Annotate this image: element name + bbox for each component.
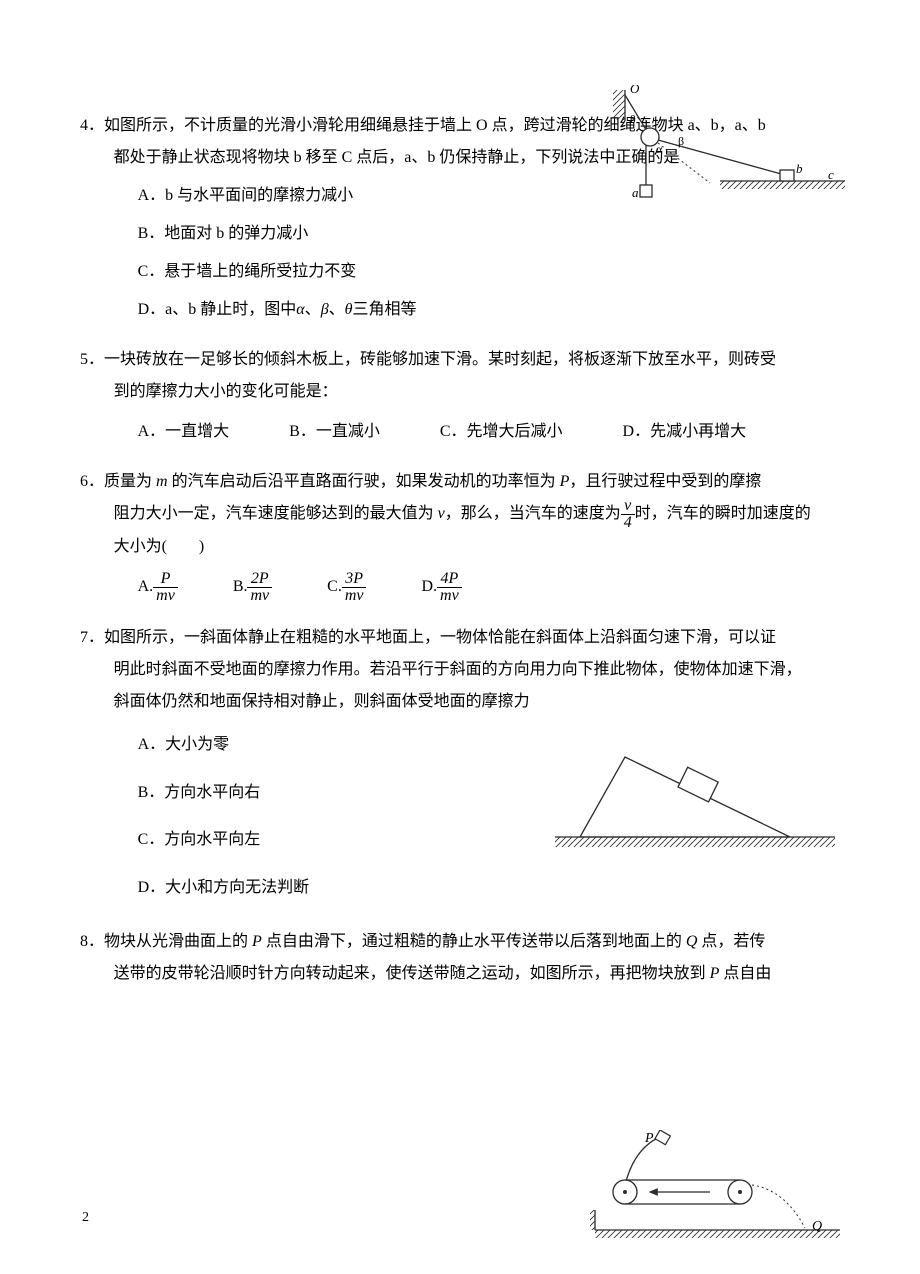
q8-fig-P: P: [644, 1131, 654, 1146]
q4-fig-b: b: [796, 161, 803, 176]
q5-number: 5．: [80, 351, 104, 368]
q5-stem-line1: 5．一块砖放在一足够长的倾斜木板上，砖能够加速下滑。某时刻起，将板逐渐下放至水平…: [80, 344, 840, 376]
question-4: 4．如图所示，不计质量的光滑小滑轮用细绳悬挂于墙上 O 点，跨过滑轮的细绳连物块…: [80, 110, 840, 326]
q4-fig-beta: β: [678, 134, 684, 148]
q7-number: 7．: [80, 629, 104, 646]
q6-s2c: 时，汽车的瞬时加速度的: [635, 505, 811, 522]
q8-P1: P: [252, 933, 262, 950]
q4-number: 4．: [80, 117, 104, 134]
q8-s1c: 点，若传: [697, 933, 765, 950]
q7-option-d: D．大小和方向无法判断: [138, 867, 840, 909]
q6-stem-line1: 6．质量为 m 的汽车启动后沿平直路面行驶，如果发动机的功率恒为 P，且行驶过程…: [80, 466, 840, 498]
q4-option-b: B．地面对 b 的弹力减小: [138, 218, 840, 250]
q7-stem-line3: 斜面体仍然和地面保持相对静止，则斜面体受地面的摩擦力: [80, 686, 840, 718]
q6-number: 6．: [80, 473, 104, 490]
q8-Q: Q: [686, 933, 698, 950]
q6-option-a: A.Pmv: [138, 571, 178, 604]
q6-s2b: ，那么，当汽车的速度为: [445, 505, 621, 522]
q8-s1b: 点自由滑下，通过粗糙的静止水平传送带以后落到地面上的: [262, 933, 686, 950]
question-7: 7．如图所示，一斜面体静止在粗糙的水平地面上，一物体恰能在斜面体上沿斜面匀速下滑…: [80, 622, 840, 908]
q8-stem-line2: 送带的皮带轮沿顺时针方向转动起来，使传送带随之运动，如图所示，再把物块放到 P …: [80, 958, 840, 990]
q6-option-b: B.2Pmv: [233, 571, 272, 604]
q6-s1b: 的汽车启动后沿平直路面行驶，如果发动机的功率恒为: [168, 473, 560, 490]
question-5: 5．一块砖放在一足够长的倾斜木板上，砖能够加速下滑。某时刻起，将板逐渐下放至水平…: [80, 344, 840, 448]
q6-d-num: 4P: [437, 571, 462, 588]
question-8: 8．物块从光滑曲面上的 P 点自由滑下，通过粗糙的静止水平传送带以后落到地面上的…: [80, 926, 840, 990]
q6-frac-num: v: [621, 498, 635, 515]
q7-stem1: 如图所示，一斜面体静止在粗糙的水平地面上，一物体恰能在斜面体上沿斜面匀速下滑，可…: [104, 629, 776, 646]
q6-options: A.Pmv B.2Pmv C.3Pmv D.4Pmv: [80, 571, 840, 604]
q5-option-c: C．先增大后减小: [440, 416, 563, 448]
q5-option-b: B．一直减小: [289, 416, 380, 448]
q6-c-label: C.: [327, 578, 342, 595]
q8-figure: P Q: [590, 1130, 850, 1240]
q5-option-d: D．先减小再增大: [623, 416, 747, 448]
q4-option-c: C．悬于墙上的绳所受拉力不变: [138, 256, 840, 288]
q6-a-den: mv: [153, 588, 178, 604]
q8-P2: P: [710, 965, 720, 982]
q4-fig-a: a: [632, 185, 639, 200]
q6-b-num: 2P: [247, 571, 272, 588]
q4-figure: O θ α β a b c: [610, 85, 860, 215]
q7-stem-line2: 明此时斜面不受地面的摩擦力作用。若沿平行于斜面的方向用力向下推此物体，使物体加速…: [80, 654, 840, 686]
q6-option-d: D.4Pmv: [421, 571, 461, 604]
q6-P: P: [560, 473, 570, 490]
q4-d-suf: 三角相等: [353, 301, 417, 318]
q8-s2b: 点自由: [719, 965, 771, 982]
q6-v: v: [438, 505, 445, 522]
q8-s2a: 送带的皮带轮沿顺时针方向转动起来，使传送带随之运动，如图所示，再把物块放到: [114, 965, 710, 982]
q6-d-label: D.: [421, 578, 437, 595]
q6-stem-line2: 阻力大小一定，汽车速度能够达到的最大值为 v，那么，当汽车的速度为v4时，汽车的…: [80, 498, 840, 531]
q4-d-theta: θ: [345, 301, 353, 318]
q6-frac-den: 4: [621, 515, 635, 531]
q6-s1a: 质量为: [104, 473, 156, 490]
q6-d-den: mv: [437, 588, 462, 604]
q4-fig-O: O: [630, 85, 640, 96]
q6-a-num: P: [153, 571, 178, 588]
q5-stem1: 一块砖放在一足够长的倾斜木板上，砖能够加速下滑。某时刻起，将板逐渐下放至水平，则…: [104, 351, 776, 368]
q4-fig-alpha: α: [656, 142, 663, 156]
q8-stem-line1: 8．物块从光滑曲面上的 P 点自由滑下，通过粗糙的静止水平传送带以后落到地面上的…: [80, 926, 840, 958]
q4-fig-theta: θ: [630, 112, 636, 126]
q4-fig-c: c: [828, 167, 834, 182]
q5-option-a: A．一直增大: [138, 416, 230, 448]
q6-frac-v4: v4: [621, 498, 635, 531]
q6-option-c: C.3Pmv: [327, 571, 366, 604]
q4-d-beta: β: [321, 301, 329, 318]
q8-number: 8．: [80, 933, 104, 950]
q6-stem-line3: 大小为( ): [80, 531, 840, 563]
q7-figure: [550, 745, 840, 855]
q6-c-den: mv: [342, 588, 367, 604]
q6-a-label: A.: [138, 578, 154, 595]
q6-b-den: mv: [247, 588, 272, 604]
q8-fig-Q: Q: [812, 1219, 822, 1234]
question-6: 6．质量为 m 的汽车启动后沿平直路面行驶，如果发动机的功率恒为 P，且行驶过程…: [80, 466, 840, 604]
q6-s2a: 阻力大小一定，汽车速度能够达到的最大值为: [114, 505, 438, 522]
q4-d-alpha: α: [296, 301, 304, 318]
q7-stem-line1: 7．如图所示，一斜面体静止在粗糙的水平地面上，一物体恰能在斜面体上沿斜面匀速下滑…: [80, 622, 840, 654]
q4-d-pre: D．a、b 静止时，图中: [138, 301, 297, 318]
q6-c-num: 3P: [342, 571, 367, 588]
q5-stem-line2: 到的摩擦力大小的变化可能是：: [80, 376, 840, 408]
q4-option-d: D．a、b 静止时，图中α、β、θ三角相等: [138, 294, 840, 326]
q6-b-label: B.: [233, 578, 248, 595]
q6-s1c: ，且行驶过程中受到的摩擦: [569, 473, 761, 490]
q6-m: m: [156, 473, 168, 490]
page: 4．如图所示，不计质量的光滑小滑轮用细绳悬挂于墙上 O 点，跨过滑轮的细绳连物块…: [0, 0, 920, 1274]
q5-options: A．一直增大 B．一直减小 C．先增大后减小 D．先减小再增大: [80, 416, 840, 448]
page-number: 2: [82, 1204, 89, 1232]
q8-s1a: 物块从光滑曲面上的: [104, 933, 252, 950]
